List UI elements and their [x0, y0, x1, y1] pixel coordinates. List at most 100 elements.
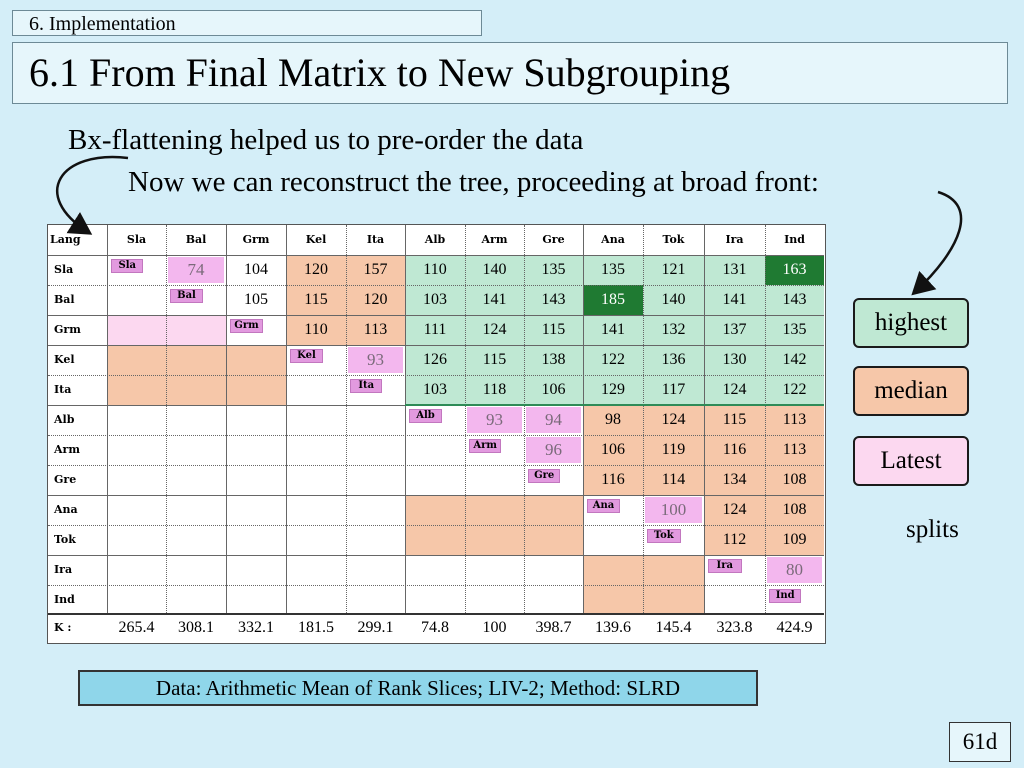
matrix-value: 115: [722, 411, 747, 428]
diagonal-shade: [350, 379, 383, 393]
matrix-value: 94: [545, 410, 562, 429]
diagonal-label-grm: Grm: [234, 320, 259, 331]
matrix-value: 136: [661, 351, 686, 368]
row-label-bal: Bal: [54, 293, 75, 306]
matrix-value: 93: [486, 410, 503, 429]
grid-col-line: [405, 225, 406, 613]
column-header-bal: Bal: [185, 233, 207, 246]
matrix-value: 110: [423, 261, 447, 278]
matrix-value: 113: [782, 411, 807, 428]
k-value: 424.9: [776, 619, 813, 636]
diagonal-shade: [708, 559, 742, 573]
matrix-value: 106: [541, 381, 566, 398]
matrix-value: 119: [661, 441, 686, 458]
grid-row-line: [48, 525, 824, 526]
diagonal-shade: [290, 349, 323, 363]
latest-cell: [767, 557, 822, 583]
matrix-value: 124: [722, 381, 747, 398]
matrix-value: 115: [541, 321, 566, 338]
grid-col-line: [765, 225, 766, 613]
distance-matrix: Lang Sla Bal Grm Kel Ita Alb Arm Gre Ana Tok Ira Ind…: [47, 224, 826, 644]
matrix-value: 98: [605, 411, 621, 428]
column-header-kel: Kel: [305, 233, 327, 246]
diagonal-shade: [769, 589, 802, 603]
matrix-value: 112: [722, 531, 747, 548]
grid-col-line: [286, 225, 287, 613]
matrix-value: 163: [782, 261, 807, 278]
k-label: K :: [54, 621, 72, 634]
grid-row-line: [48, 345, 824, 346]
latest-cell: [645, 497, 702, 523]
diagonal-label-bal: Bal: [177, 290, 196, 301]
diagonal-label-gre: Gre: [534, 470, 555, 481]
matrix-value: 121: [661, 261, 686, 278]
k-value: 323.8: [716, 619, 753, 636]
matrix-value: 108: [782, 471, 807, 488]
matrix-value: 109: [782, 531, 807, 548]
matrix-value: 120: [304, 261, 328, 278]
matrix-value: 103: [423, 291, 447, 308]
matrix-value: 142: [782, 351, 807, 368]
grid-col-line: [465, 225, 466, 613]
matrix-value: 113: [363, 321, 388, 338]
matrix-value: 130: [722, 351, 747, 368]
matrix-value: 124: [661, 411, 686, 428]
column-header-ira: Ira: [725, 233, 744, 246]
grid-row-line: [48, 375, 824, 376]
matrix-value: 185: [601, 291, 625, 308]
matrix-value: 96: [545, 440, 562, 459]
matrix-value: 104: [244, 261, 268, 278]
k-value: 145.4: [655, 619, 692, 636]
highlight-cell: [583, 285, 643, 315]
latest-cell: [168, 257, 224, 283]
matrix-value: 113: [782, 441, 807, 458]
column-header-arm: Arm: [481, 233, 508, 246]
grid-col-line: [166, 225, 167, 613]
diagonal-shade: [528, 469, 561, 483]
matrix-value: 93: [367, 350, 384, 369]
row-label-ira: Ira: [54, 563, 73, 576]
matrix-value: 126: [423, 351, 447, 368]
matrix-value: 135: [541, 261, 566, 278]
matrix-value: 103: [423, 381, 447, 398]
row-label-tok: Tok: [54, 533, 76, 546]
diagonal-shade: [409, 409, 442, 423]
grid-col-line: [704, 225, 705, 613]
grid-row-line: [48, 555, 824, 556]
matrix-value: 140: [482, 261, 507, 278]
highlight-cell: [765, 255, 824, 285]
matrix-value: 80: [786, 560, 803, 579]
diagonal-shade: [230, 319, 263, 333]
k-value: 265.4: [118, 619, 155, 636]
page-number: 61d: [949, 722, 1011, 762]
latest-cell: [526, 407, 581, 433]
diagonal-label-alb: Alb: [416, 410, 435, 421]
grid-col-line: [107, 225, 108, 613]
matrix-value: 124: [722, 501, 747, 518]
matrix-value: 135: [601, 261, 625, 278]
diagonal-label-kel: Kel: [297, 350, 316, 361]
grid-row-line: [48, 585, 824, 586]
grid-col-line: [583, 225, 584, 613]
diagonal-shade: [170, 289, 203, 303]
diagonal-shade: [469, 439, 502, 453]
matrix-value: 143: [541, 291, 566, 308]
grid-row-line: [48, 315, 824, 316]
matrix-value: 141: [601, 321, 625, 338]
column-header-ita: Ita: [366, 233, 385, 246]
k-value: 332.1: [238, 619, 274, 636]
matrix-value: 137: [722, 321, 747, 338]
diagonal-shade: [587, 499, 620, 513]
k-value: 308.1: [178, 619, 214, 636]
diagonal-label-sla: Sla: [118, 260, 136, 271]
k-value: 181.5: [298, 619, 334, 636]
grid-col-line: [346, 225, 347, 613]
row-label-sla: Sla: [54, 263, 74, 276]
k-value: 398.7: [535, 619, 572, 636]
legend-median: median: [853, 366, 969, 416]
matrix-value: 129: [601, 381, 625, 398]
column-header-gre: Gre: [542, 233, 565, 246]
matrix-value: 157: [363, 261, 388, 278]
matrix-value: 115: [482, 351, 507, 368]
diagonal-label-arm: Arm: [473, 440, 498, 451]
